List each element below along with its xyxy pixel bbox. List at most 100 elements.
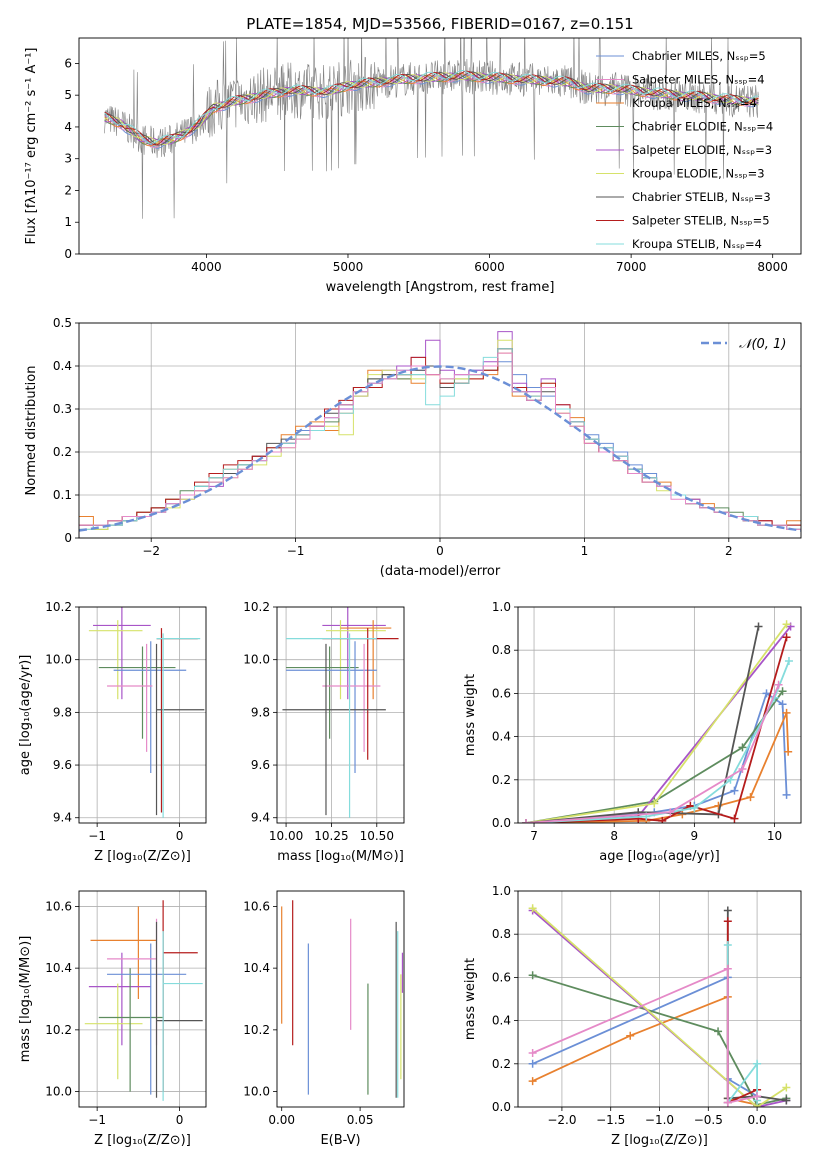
y-tick-label: 2: [64, 183, 72, 197]
y-tick-label: 0.4: [492, 1014, 511, 1028]
weight-marker: [714, 1027, 723, 1036]
weight-marker: [782, 633, 791, 642]
x-tick-label: 0.05: [347, 1113, 374, 1127]
model-line: [104, 70, 759, 144]
x-tick-label: −1.5: [596, 1113, 625, 1127]
weight-marker: [730, 786, 739, 795]
weight-marker: [778, 700, 787, 709]
y-tick-label: 10.0: [45, 1085, 72, 1099]
chart-mass_vs_EBV: 0.00 0.05 10.0 10.2 10.4 10.6 E(B-V): [243, 890, 405, 1148]
x-tick-label: 7: [530, 829, 538, 843]
weight-marker: [782, 708, 791, 717]
y-tick-label: 10.2: [45, 600, 72, 614]
weight-marker: [666, 808, 675, 817]
weight-marker: [634, 814, 643, 823]
y-axis-label: mass weight: [463, 958, 478, 1040]
model-line: [104, 72, 759, 145]
x-tick-label: −2: [142, 544, 160, 558]
weight-line: [532, 907, 787, 1107]
weight-line: [532, 909, 787, 1107]
weight-marker: [774, 680, 783, 689]
y-tick-label: 1.0: [492, 600, 511, 614]
legend-label: Kroupa MILES, Nₛₛₚ=4: [632, 96, 757, 110]
chart-spectrum: 4000 5000 6000 7000 8000 0 1 2 3 4 5 6 wavelength [A…: [24, 37, 802, 295]
x-tick-label: 0.00: [268, 1113, 295, 1127]
y-tick-label: 1.0: [492, 884, 511, 898]
weight-marker: [528, 1077, 537, 1086]
weight-marker: [528, 1059, 537, 1068]
x-tick-label: 2: [725, 544, 733, 558]
y-tick-label: 0.5: [53, 316, 72, 330]
y-tick-label: 10.2: [243, 600, 270, 614]
x-tick-label: 0: [436, 544, 444, 558]
x-tick-label: 8000: [757, 260, 788, 274]
y-tick-label: 10.6: [45, 899, 72, 913]
y-axis-label: mass weight: [463, 674, 478, 756]
weight-marker: [784, 747, 793, 756]
y-tick-label: 0.4: [53, 359, 72, 373]
y-tick-label: 3: [64, 152, 72, 166]
y-tick-label: 0.8: [492, 643, 511, 657]
weight-marker: [723, 906, 732, 915]
weight-marker: [522, 819, 531, 823]
plot-area: [79, 331, 801, 538]
x-axis-label: Z [log₁₀(Z/Z⊙)]: [94, 1133, 191, 1148]
weight-marker: [528, 971, 537, 980]
plot-area: [281, 900, 404, 1098]
y-axis-label: age [log₁₀(age/yr)]: [18, 655, 33, 776]
weight-marker: [753, 1092, 762, 1101]
x-axis-label: Z [log₁₀(Z/Z⊙)]: [611, 1133, 708, 1148]
x-axis-label: (data-model)/error: [380, 564, 501, 579]
x-tick-label: 9: [691, 829, 699, 843]
weight-marker: [723, 941, 732, 949]
y-tick-label: 9.4: [251, 811, 270, 825]
x-axis-label: E(B-V): [320, 1133, 360, 1148]
y-tick-label: 0.0: [492, 816, 511, 830]
axes-frame: [517, 890, 802, 1108]
y-tick-label: 10.4: [243, 961, 270, 975]
x-tick-label: −0.5: [694, 1113, 723, 1127]
x-axis-label: wavelength [Angstrom, rest frame]: [326, 280, 555, 295]
legend-label: Chabrier ELODIE, Nₛₛₚ=4: [632, 120, 773, 134]
axes-frame: [78, 322, 802, 539]
weight-line: [532, 974, 787, 1106]
x-tick-label: −1: [287, 544, 305, 558]
y-axis-label: Flux [fλ10⁻¹⁷ erg cm⁻² s⁻¹ A⁻¹]: [24, 48, 39, 245]
y-tick-label: 9.6: [53, 758, 72, 772]
y-tick-label: 0.6: [492, 970, 511, 984]
x-tick-label: −2.0: [547, 1113, 576, 1127]
y-tick-label: 0.2: [492, 1057, 511, 1071]
legend-label: Chabrier STELIB, Nₛₛₚ=3: [632, 190, 771, 204]
plot-area: [528, 904, 791, 1107]
y-tick-label: 0.1: [53, 488, 72, 502]
chart-weight_vs_age: 7 8 9 10 0.0 0.2 0.4 0.6 0.8 1.0 age [log₁₀(age/yr…: [463, 600, 802, 864]
axes-frame: [78, 890, 207, 1108]
model-line: [104, 70, 759, 146]
weight-marker: [650, 799, 659, 808]
x-tick-label: 10.50: [360, 829, 394, 843]
axes-frame: [276, 890, 405, 1108]
weight-marker: [723, 964, 732, 973]
x-tick-label: 10.00: [269, 829, 303, 843]
weight-marker: [738, 743, 747, 752]
weight-marker: [730, 814, 739, 823]
chart-age_vs_Z: −1 0 9.4 9.6 9.8 10.0 10.2 Z [log₁₀(Z/Z⊙)] age […: [18, 600, 207, 864]
x-tick-label: 1: [581, 544, 589, 558]
weight-marker: [754, 622, 763, 631]
y-axis-label: mass [log₁₀(M/M⊙)]: [18, 936, 33, 1063]
weight-marker: [762, 689, 771, 698]
weight-line: [532, 995, 758, 1106]
weight-marker: [782, 1096, 791, 1105]
axes-frame: [78, 37, 802, 255]
x-tick-label: 7000: [616, 260, 647, 274]
y-tick-label: 0.4: [492, 730, 511, 744]
model-line: [104, 72, 759, 145]
y-tick-label: 9.4: [53, 811, 72, 825]
weight-marker: [723, 917, 732, 926]
weight-marker: [784, 657, 793, 665]
y-tick-label: 0: [64, 247, 72, 261]
gaussian-curve: [79, 365, 801, 532]
y-axis-label: Normed distribution: [24, 366, 39, 496]
y-tick-label: 0.3: [53, 402, 72, 416]
x-tick-label: 6000: [474, 260, 505, 274]
